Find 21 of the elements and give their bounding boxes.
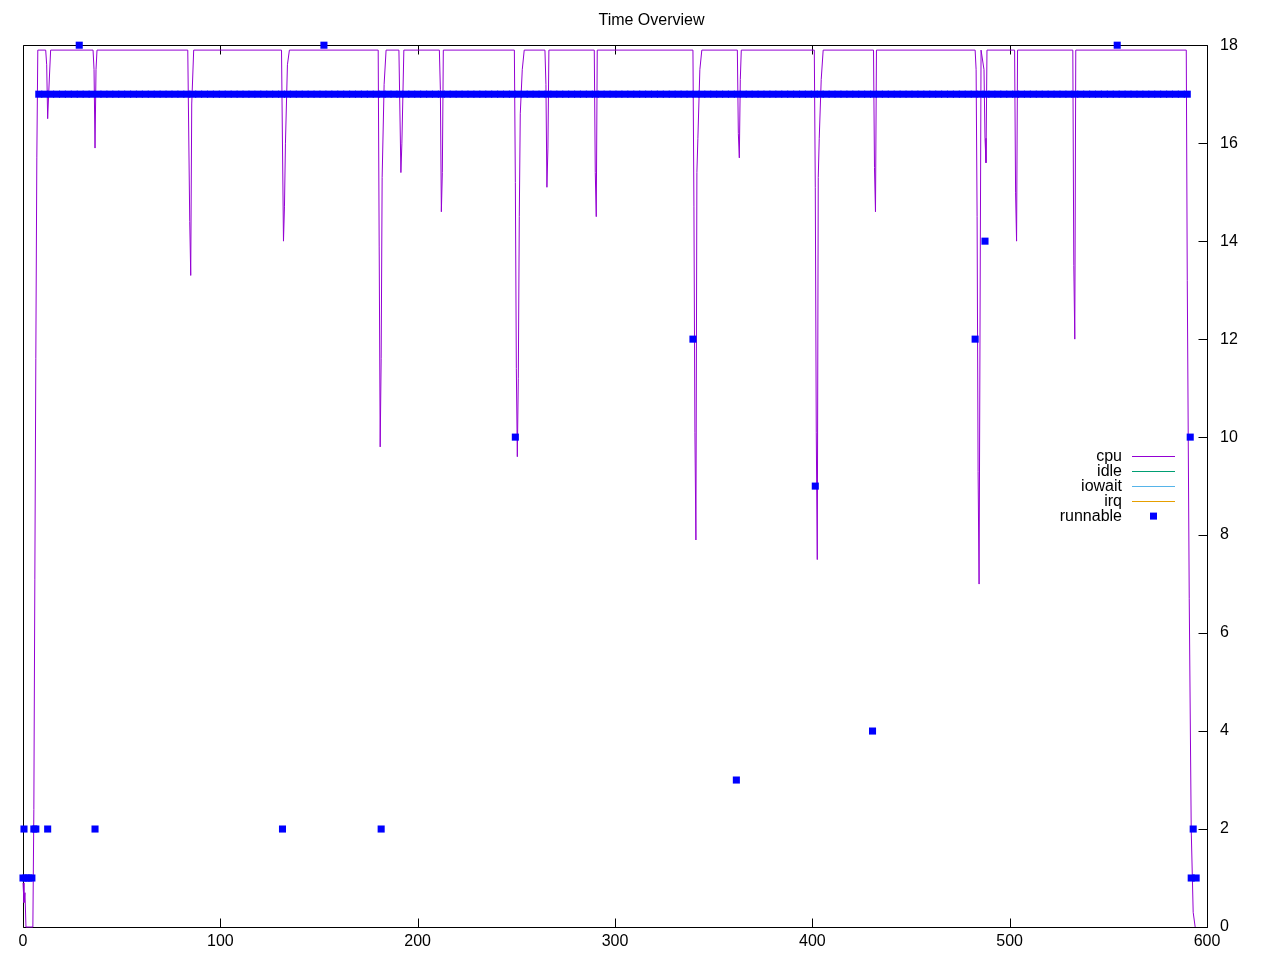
y-tick-label: 10 <box>1220 427 1238 445</box>
y-tick-label: 14 <box>1220 231 1238 249</box>
x-tick-label: 0 <box>18 932 28 950</box>
y-tick-label: 12 <box>1220 329 1238 347</box>
y-tick-label: 4 <box>1220 721 1229 739</box>
x-tick-label: 400 <box>798 932 826 950</box>
y-tick-label: 0 <box>1220 917 1229 935</box>
chart-title: Time Overview <box>598 11 705 29</box>
legend-label: cpu <box>1096 446 1122 464</box>
x-tick-label: 600 <box>1193 932 1221 950</box>
y-tick-label: 8 <box>1220 525 1229 543</box>
y-tick-label: 18 <box>1220 35 1238 53</box>
x-tick-label: 500 <box>996 932 1024 950</box>
legend-label: iowait <box>1081 476 1123 494</box>
x-tick-label: 200 <box>404 932 432 950</box>
y-tick-label: 2 <box>1220 819 1229 837</box>
x-tick-label: 100 <box>206 932 234 950</box>
y-tick-label: 16 <box>1220 133 1238 151</box>
legend-label: irq <box>1104 491 1122 509</box>
y-tick-label: 6 <box>1220 623 1229 641</box>
x-tick-label: 300 <box>601 932 629 950</box>
